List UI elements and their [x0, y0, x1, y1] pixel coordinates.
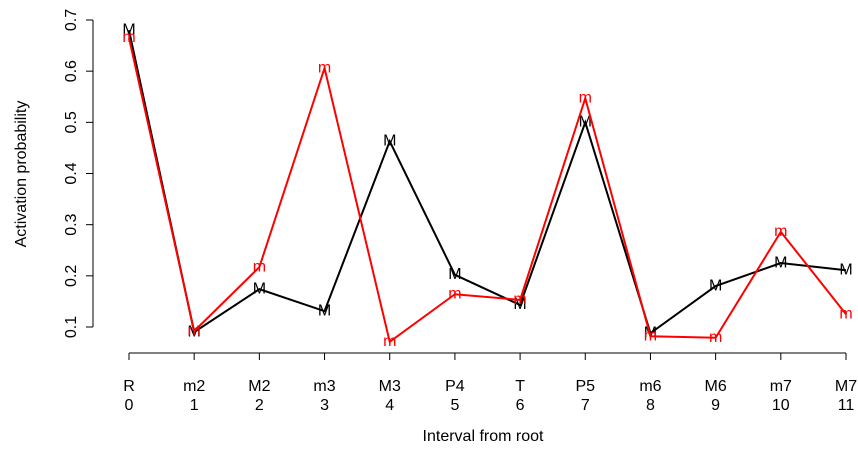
point-marker: M — [122, 21, 135, 38]
x-value-label: 11 — [838, 397, 855, 414]
x-value-label: 8 — [646, 397, 655, 414]
point-marker: M — [774, 254, 787, 271]
x-value-label: 9 — [711, 397, 720, 414]
point-marker: m — [318, 59, 331, 76]
x-value-label: 6 — [516, 397, 525, 414]
x-category-label: m3 — [313, 378, 335, 395]
point-marker: M — [448, 266, 461, 283]
point-marker: M — [318, 302, 331, 319]
x-value-label: 4 — [385, 397, 394, 414]
x-category-label: m2 — [183, 378, 205, 395]
series-line — [128, 30, 847, 335]
point-marker: m — [644, 327, 657, 344]
point-marker: m — [839, 305, 852, 322]
point-marker: m — [383, 333, 396, 350]
y-tick-label: 0.2 — [63, 265, 80, 287]
x-category-label: M2 — [248, 378, 270, 395]
point-marker: M — [253, 280, 266, 297]
point-marker: M — [579, 114, 592, 131]
y-tick-label: 0.5 — [63, 111, 80, 133]
point-marker: m — [188, 322, 201, 339]
series-line — [128, 37, 847, 344]
point-marker: M — [383, 132, 396, 149]
x-value-label: 0 — [125, 397, 134, 414]
x-value-label: 1 — [190, 397, 199, 414]
y-tick-label: 0.1 — [63, 316, 80, 338]
point-marker: m — [122, 29, 135, 46]
x-category-label: T — [515, 378, 525, 395]
x-category-label: m7 — [770, 378, 792, 395]
x-category-label: P4 — [445, 378, 465, 395]
point-marker: m — [709, 329, 722, 346]
point-marker: M — [709, 277, 722, 294]
x-axis-title: Interval from root — [423, 428, 544, 445]
point-marker: m — [448, 285, 461, 302]
point-marker: M — [839, 261, 852, 278]
point-marker: m — [513, 291, 526, 308]
x-category-label: R — [123, 378, 135, 395]
x-value-label: 2 — [255, 397, 264, 414]
x-category-label: P5 — [575, 378, 595, 395]
point-marker: m — [774, 223, 787, 240]
x-value-label: 7 — [581, 397, 590, 414]
x-category-label: M6 — [705, 378, 727, 395]
y-axis-title: Activation probability — [13, 101, 30, 248]
x-category-label: m6 — [639, 378, 661, 395]
x-value-label: 5 — [450, 397, 459, 414]
x-category-label: M7 — [835, 378, 857, 395]
y-tick-label: 0.6 — [63, 60, 80, 82]
x-category-label: M3 — [379, 378, 401, 395]
point-marker: m — [579, 90, 592, 107]
x-value-label: 10 — [772, 397, 790, 414]
y-tick-label: 0.4 — [63, 162, 80, 184]
x-value-label: 3 — [320, 397, 329, 414]
point-marker: m — [253, 258, 266, 275]
y-tick-label: 0.3 — [63, 213, 80, 235]
y-tick-label: 0.7 — [63, 9, 80, 31]
